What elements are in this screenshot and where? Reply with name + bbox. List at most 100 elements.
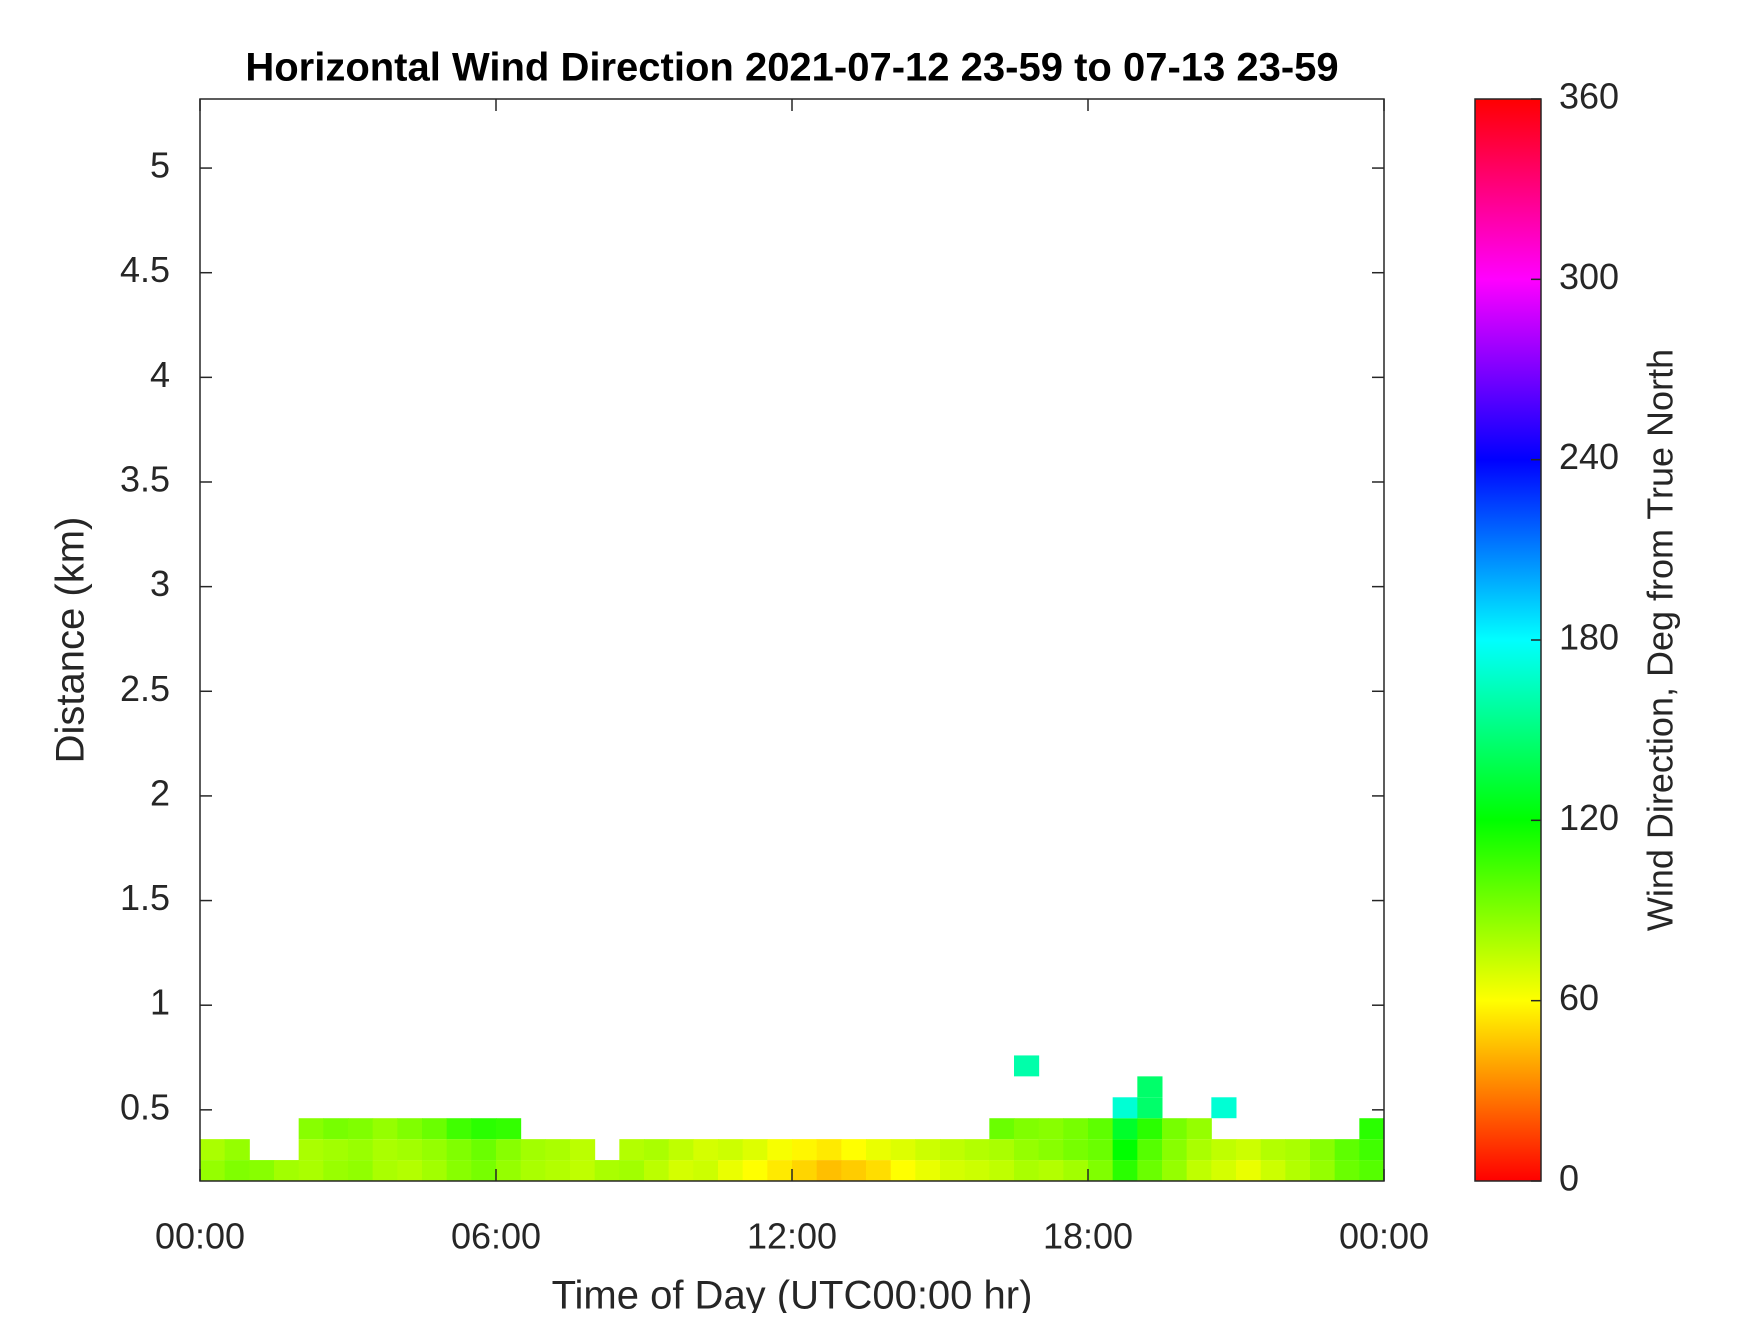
heatmap-cell xyxy=(348,1160,374,1181)
x-tick-label: 06:00 xyxy=(451,1216,541,1257)
heatmap-cell xyxy=(446,1118,472,1140)
heatmap-cell xyxy=(1088,1160,1114,1181)
heatmap-cell xyxy=(989,1160,1015,1181)
x-axis-label: Time of Day (UTC00:00 hr) xyxy=(552,1274,1033,1313)
heatmap-cell xyxy=(1038,1160,1064,1181)
heatmap-cell xyxy=(1260,1139,1286,1161)
heatmap-cell xyxy=(422,1118,448,1140)
heatmap-cell xyxy=(866,1139,892,1161)
heatmap-cell xyxy=(1211,1160,1237,1181)
heatmap-cell xyxy=(1112,1097,1138,1119)
heatmap xyxy=(200,1055,1385,1181)
colorbar-label: Wind Direction, Deg from True North xyxy=(1640,349,1681,931)
heatmap-cell xyxy=(1063,1160,1089,1181)
heatmap-cell xyxy=(1112,1118,1138,1140)
heatmap-cell xyxy=(323,1139,349,1161)
heatmap-cell xyxy=(224,1139,250,1161)
heatmap-cell xyxy=(594,1160,620,1181)
y-tick-label: 1 xyxy=(150,982,170,1023)
heatmap-cell xyxy=(940,1160,966,1181)
plot-frame xyxy=(199,98,1385,1182)
heatmap-cell xyxy=(323,1118,349,1140)
y-tick-label: 2.5 xyxy=(120,668,170,709)
heatmap-cell xyxy=(397,1139,423,1161)
heatmap-cell xyxy=(298,1160,324,1181)
heatmap-cell xyxy=(1186,1160,1212,1181)
heatmap-cell xyxy=(1359,1139,1385,1161)
heatmap-cell xyxy=(372,1118,398,1140)
heatmap-cell xyxy=(619,1160,645,1181)
heatmap-cell xyxy=(372,1139,398,1161)
heatmap-cell xyxy=(718,1139,744,1161)
heatmap-cell xyxy=(1137,1118,1163,1140)
y-tick-label: 1.5 xyxy=(120,877,170,918)
heatmap-cell xyxy=(1334,1139,1360,1161)
heatmap-cell xyxy=(446,1160,472,1181)
heatmap-cell xyxy=(693,1139,719,1161)
heatmap-cell xyxy=(1162,1139,1188,1161)
colorbar-tick-label: 240 xyxy=(1559,436,1619,477)
colorbar-tick-label: 300 xyxy=(1559,256,1619,297)
heatmap-cell xyxy=(1236,1139,1262,1161)
heatmap-cell xyxy=(1310,1160,1336,1181)
y-axis-label: Distance (km) xyxy=(49,517,93,764)
colorbar-tick-label: 360 xyxy=(1559,76,1619,117)
x-tick-label: 12:00 xyxy=(747,1216,837,1257)
chart-title: Horizontal Wind Direction 2021-07-12 23-… xyxy=(245,46,1338,90)
heatmap-cell xyxy=(668,1139,694,1161)
heatmap-cell xyxy=(298,1118,324,1140)
heatmap-cell xyxy=(496,1118,522,1140)
heatmap-cell xyxy=(471,1160,497,1181)
heatmap-cell xyxy=(644,1139,670,1161)
heatmap-cell xyxy=(816,1139,842,1161)
heatmap-cell xyxy=(841,1160,867,1181)
heatmap-cell xyxy=(890,1139,916,1161)
heatmap-cell xyxy=(1063,1139,1089,1161)
heatmap-cell xyxy=(422,1139,448,1161)
heatmap-cell xyxy=(816,1160,842,1181)
heatmap-cell xyxy=(1236,1160,1262,1181)
heatmap-cell xyxy=(274,1160,300,1181)
heatmap-cell xyxy=(1285,1139,1311,1161)
heatmap-cell xyxy=(446,1139,472,1161)
heatmap-cell xyxy=(496,1160,522,1181)
heatmap-cell xyxy=(471,1118,497,1140)
colorbar xyxy=(1474,98,1542,1182)
colorbar-tick-label: 0 xyxy=(1559,1158,1579,1199)
y-tick-label: 4 xyxy=(150,354,170,395)
heatmap-cell xyxy=(1063,1118,1089,1140)
heatmap-cell xyxy=(1137,1097,1163,1119)
heatmap-cell xyxy=(1088,1118,1114,1140)
heatmap-cell xyxy=(372,1160,398,1181)
heatmap-cell xyxy=(1359,1118,1385,1140)
x-tick-label: 00:00 xyxy=(1339,1216,1429,1257)
heatmap-cell xyxy=(570,1139,596,1161)
heatmap-cell xyxy=(742,1139,768,1161)
heatmap-cell xyxy=(767,1160,793,1181)
heatmap-cell xyxy=(298,1139,324,1161)
x-tick-label: 18:00 xyxy=(1043,1216,1133,1257)
heatmap-cell xyxy=(1137,1160,1163,1181)
y-tick-label: 0.5 xyxy=(120,1086,170,1127)
x-tick-label: 00:00 xyxy=(155,1216,245,1257)
heatmap-cell xyxy=(890,1160,916,1181)
heatmap-cell xyxy=(545,1160,571,1181)
heatmap-cell xyxy=(200,1139,226,1161)
heatmap-cell xyxy=(915,1160,941,1181)
colorbar-tick-label: 120 xyxy=(1559,797,1619,838)
heatmap-cell xyxy=(1112,1139,1138,1161)
heatmap-cell xyxy=(1038,1118,1064,1140)
heatmap-cell xyxy=(841,1139,867,1161)
heatmap-cell xyxy=(397,1118,423,1140)
heatmap-cell xyxy=(767,1139,793,1161)
heatmap-cell xyxy=(348,1139,374,1161)
heatmap-cell xyxy=(742,1160,768,1181)
heatmap-cell xyxy=(348,1118,374,1140)
heatmap-cell xyxy=(200,1160,226,1181)
heatmap-cell xyxy=(545,1139,571,1161)
heatmap-cell xyxy=(570,1160,596,1181)
heatmap-cell xyxy=(1014,1118,1040,1140)
heatmap-cell xyxy=(1014,1160,1040,1181)
heatmap-cell xyxy=(1137,1076,1163,1098)
